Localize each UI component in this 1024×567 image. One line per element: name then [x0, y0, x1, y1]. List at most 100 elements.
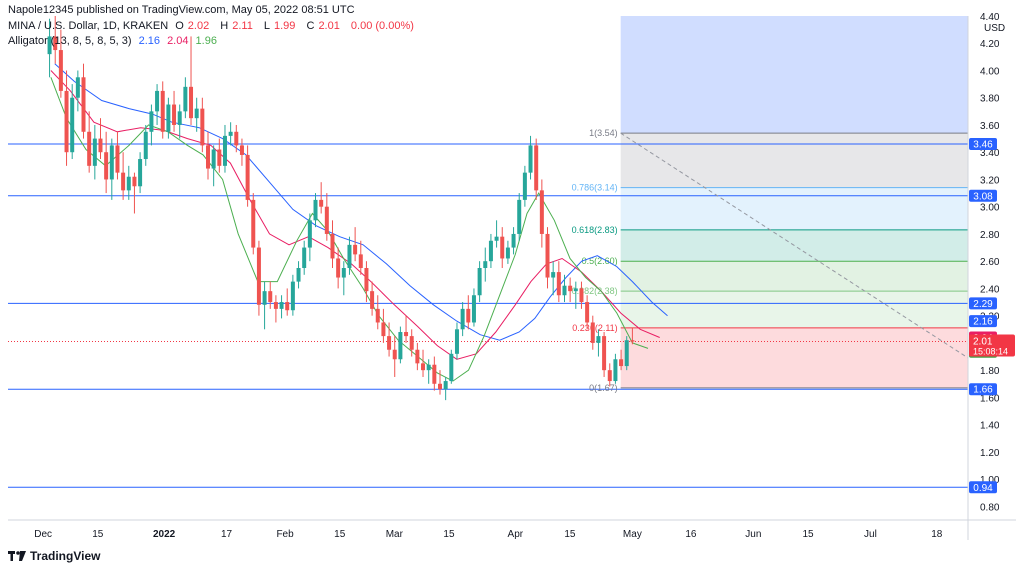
jaw-price-tag-bg — [969, 315, 997, 328]
candle-body — [630, 340, 635, 342]
candle-body — [426, 364, 431, 371]
candle-body — [115, 145, 120, 173]
candle-body — [206, 145, 210, 169]
candle-body — [596, 336, 601, 343]
x-tick-label: May — [623, 529, 642, 540]
fib-zone — [620, 291, 968, 328]
indicator-lips-value: 1.96 — [195, 35, 217, 47]
candle-body — [528, 145, 533, 173]
fib-trend-line — [620, 132, 969, 359]
x-tick-label: Jul — [864, 529, 877, 540]
candle-body — [319, 199, 324, 207]
symbol-line: MINA / U.S. Dollar, 1D, KRAKEN O 2.02 H 2.… — [8, 20, 418, 32]
y-tick-label: 1.20 — [980, 448, 1000, 459]
candle-body — [64, 90, 69, 153]
candle-body — [562, 285, 567, 296]
candle-body — [398, 332, 403, 360]
candle-body — [172, 104, 177, 125]
x-tick-label: 15 — [443, 529, 455, 540]
fib-zone — [620, 187, 968, 230]
y-tick-label: 2.80 — [980, 230, 1000, 241]
symbol-name[interactable]: MINA / U.S. Dollar, 1D, KRAKEN — [8, 20, 169, 32]
candle-body — [449, 353, 454, 382]
y-tick-label: 1.40 — [980, 421, 1000, 432]
candle-body — [494, 236, 499, 241]
level-price-tag: 3.46 — [973, 140, 993, 151]
candle-body — [183, 86, 188, 112]
candle-body — [353, 244, 358, 255]
candle-body — [177, 111, 182, 125]
publisher-text: Napole12345 published on TradingView.com… — [8, 4, 355, 16]
candle-body — [104, 152, 109, 180]
ohlc-open: O 2.02 — [175, 20, 210, 32]
last-price-countdown: 15:08:14 — [973, 347, 1008, 357]
candle-body — [375, 308, 380, 323]
candle-body — [302, 247, 307, 268]
candle-body — [392, 349, 397, 360]
indicator-name[interactable]: Alligator (13, 8, 5, 8, 5, 3) — [8, 35, 132, 47]
candle-body — [590, 322, 595, 343]
candle-body — [483, 261, 488, 268]
fib-retracement: 1(3.54) 0.786(3.14) 0.618(2.83) 0.5(2.60) 0.… — [572, 128, 969, 393]
candle-body — [347, 244, 352, 268]
x-tick-label: Dec — [34, 529, 52, 540]
candle-body — [545, 233, 550, 278]
candle-body — [500, 236, 505, 259]
candle-body — [313, 199, 318, 221]
indicator-line: Alligator (13, 8, 5, 8, 5, 3) 2.16 2.04 … — [8, 35, 221, 47]
candle-body — [330, 233, 335, 259]
y-tick-label: 1.00 — [980, 475, 1000, 486]
candle-body — [573, 288, 578, 292]
candle-body — [296, 268, 301, 282]
candle-body — [194, 108, 199, 119]
x-tick-label: 15 — [334, 529, 346, 540]
candle-body — [149, 111, 154, 132]
level-price-tag-bg — [969, 138, 997, 151]
candle-body — [488, 240, 493, 262]
candle-body — [234, 131, 239, 146]
fib-zones — [620, 16, 968, 388]
candle-body — [443, 381, 448, 390]
candle-body — [534, 145, 539, 191]
fib-level-label: 0(1.67) — [589, 383, 618, 393]
ohlc-close: C 2.01 — [306, 20, 340, 32]
candle-body — [239, 145, 244, 155]
ohlc-high: H 2.11 — [220, 20, 253, 32]
tradingview-logo-text: TradingView — [30, 549, 101, 563]
level-price-tag: 3.08 — [973, 191, 993, 202]
candles — [47, 16, 635, 401]
candle-body — [539, 190, 544, 234]
candle-body — [132, 176, 137, 187]
candle-body — [251, 199, 256, 248]
candle-body — [87, 131, 92, 166]
candle-body — [511, 233, 516, 248]
candle-body — [126, 176, 131, 191]
candle-body — [75, 77, 80, 98]
y-tick-label: 3.80 — [980, 94, 1000, 105]
candle-body — [358, 254, 363, 268]
candle-body — [245, 154, 250, 200]
jaw-price-tag: 2.16 — [973, 317, 993, 328]
alligator-indicator — [50, 63, 668, 382]
level-price-tag-bg — [969, 189, 997, 202]
x-tick-label: 17 — [221, 529, 233, 540]
alligator-teeth-line — [50, 70, 660, 360]
last-price-tag-bg — [969, 334, 1015, 357]
candle-body — [607, 370, 612, 382]
candle-body — [211, 149, 216, 169]
level-price-tag-bg — [969, 383, 997, 396]
candle-body — [324, 206, 329, 234]
fib-zone — [620, 133, 968, 188]
candle-body — [121, 172, 126, 191]
y-tick-label: 2.60 — [980, 257, 1000, 268]
candle-body — [370, 291, 375, 309]
candle-body — [98, 138, 103, 153]
candle-body — [200, 108, 205, 146]
tradingview-logo-icon — [8, 551, 26, 561]
candle-body — [109, 145, 114, 180]
fib-level-label: 0.786(3.14) — [572, 183, 618, 193]
ohlc-change: 0.00 (0.00%) — [350, 20, 414, 32]
candle-body — [522, 172, 527, 200]
y-tick-label: 1.80 — [980, 366, 1000, 377]
